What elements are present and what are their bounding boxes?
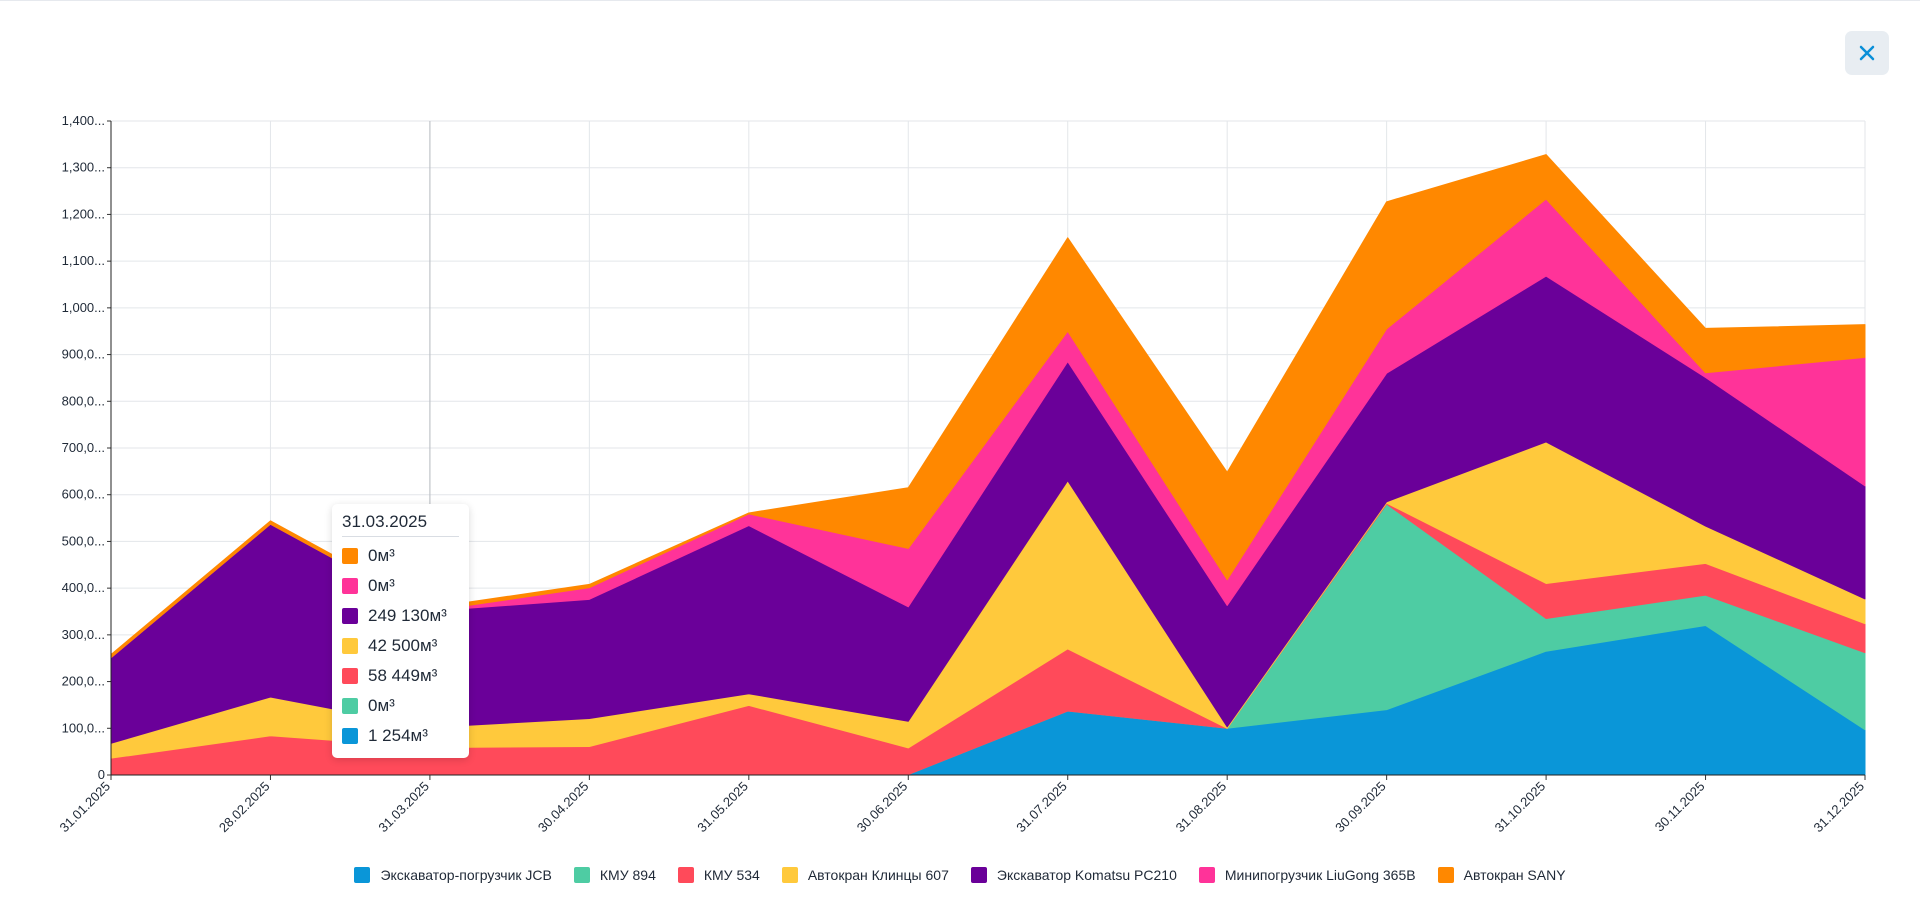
tooltip-value: 58 449м³ <box>368 666 438 685</box>
x-tick-label: 31.10.2025 <box>1492 779 1549 836</box>
legend-label: Минипогрузчик LiuGong 365B <box>1224 867 1416 883</box>
x-tick-label: 31.08.2025 <box>1173 779 1230 836</box>
y-tick-label: 600,0... <box>62 487 105 502</box>
x-tick-label: 30.09.2025 <box>1332 779 1389 836</box>
y-tick-label: 300,0... <box>62 627 105 642</box>
tooltip-row: 0м³ <box>342 546 395 566</box>
legend-swatch <box>1437 867 1454 883</box>
x-tick-label: 28.02.2025 <box>216 779 273 836</box>
legend-item[interactable]: Автокран Клинцы 607 <box>781 867 949 883</box>
y-tick-label: 100,0... <box>62 720 105 735</box>
tooltip-row: 58 449м³ <box>342 666 437 686</box>
tooltip-swatch <box>342 578 358 594</box>
legend-label: КМУ 534 <box>703 867 760 883</box>
chart-tooltip: 31.03.2025 0м³ 0м³ 249 130м³ 42 500м³ 58 449… <box>332 504 469 758</box>
legend-label: Экскаватор Komatsu PC210 <box>996 867 1177 883</box>
legend-swatch <box>573 867 590 883</box>
legend-label: Автокран Клинцы 607 <box>807 867 949 883</box>
x-tick-label: 31.03.2025 <box>375 779 432 836</box>
y-tick-label: 0 <box>98 767 105 782</box>
tooltip-swatch <box>342 728 358 744</box>
tooltip-swatch <box>342 548 358 564</box>
legend-item[interactable]: Минипогрузчик LiuGong 365B <box>1198 867 1416 883</box>
y-tick-label: 1,400... <box>62 113 105 128</box>
tooltip-value: 42 500м³ <box>368 636 438 655</box>
y-tick-label: 1,100... <box>62 253 105 268</box>
tooltip-value: 0м³ <box>368 546 395 565</box>
legend-swatch <box>970 867 987 883</box>
tooltip-row: 249 130м³ <box>342 606 447 626</box>
x-tick-label: 31.12.2025 <box>1810 779 1867 836</box>
legend-label: КМУ 894 <box>599 867 656 883</box>
y-tick-label: 800,0... <box>62 393 105 408</box>
chart-legend: Экскаватор-погрузчик JCB КМУ 894 КМУ 534 Ав… <box>0 862 1920 888</box>
x-tick-label: 30.11.2025 <box>1652 779 1708 835</box>
legend-swatch <box>781 867 798 883</box>
legend-swatch <box>677 867 694 883</box>
legend-item[interactable]: КМУ 534 <box>677 867 760 883</box>
x-tick-label: 31.01.2025 <box>56 779 113 836</box>
x-tick-label: 31.07.2025 <box>1013 779 1070 836</box>
area-layer <box>110 154 1866 776</box>
tooltip-swatch <box>342 698 358 714</box>
legend-label: Экскаватор-погрузчик JCB <box>380 867 552 883</box>
y-tick-label: 400,0... <box>62 580 105 595</box>
tooltip-value: 0м³ <box>368 696 395 715</box>
close-button[interactable] <box>1845 31 1889 75</box>
tooltip-swatch <box>342 668 358 684</box>
close-icon <box>1859 45 1875 61</box>
legend-item[interactable]: Экскаватор Komatsu PC210 <box>970 867 1177 883</box>
y-tick-label: 700,0... <box>62 440 105 455</box>
y-tick-label: 1,200... <box>62 206 105 221</box>
y-tick-label: 1,300... <box>62 160 105 175</box>
tooltip-swatch <box>342 638 358 654</box>
y-tick-label: 200,0... <box>62 674 105 689</box>
tooltip-value: 249 130м³ <box>368 606 447 625</box>
tooltip-value: 0м³ <box>368 576 395 595</box>
legend-item[interactable]: КМУ 894 <box>573 867 656 883</box>
area-series-6[interactable] <box>110 154 1866 659</box>
x-tick-label: 31.05.2025 <box>694 779 751 836</box>
tooltip-separator <box>342 536 459 537</box>
y-tick-label: 1,000... <box>62 300 105 315</box>
legend-label: Автокран SANY <box>1463 867 1566 883</box>
legend-item[interactable]: Автокран SANY <box>1437 867 1566 883</box>
x-tick-label: 30.06.2025 <box>854 779 911 836</box>
y-tick-label: 500,0... <box>62 533 105 548</box>
x-tick-label: 30.04.2025 <box>535 779 592 836</box>
tooltip-row: 0м³ <box>342 696 395 716</box>
tooltip-row: 1 254м³ <box>342 726 428 746</box>
tooltip-swatch <box>342 608 358 624</box>
legend-swatch <box>1198 867 1215 883</box>
tooltip-row: 0м³ <box>342 576 395 596</box>
y-tick-label: 900,0... <box>62 347 105 362</box>
top-border <box>0 0 1920 1</box>
tooltip-title: 31.03.2025 <box>342 512 428 531</box>
legend-swatch <box>354 867 371 883</box>
legend-item[interactable]: Экскаватор-погрузчик JCB <box>354 867 552 883</box>
tooltip-value: 1 254м³ <box>368 726 428 745</box>
tooltip-row: 42 500м³ <box>342 636 437 656</box>
